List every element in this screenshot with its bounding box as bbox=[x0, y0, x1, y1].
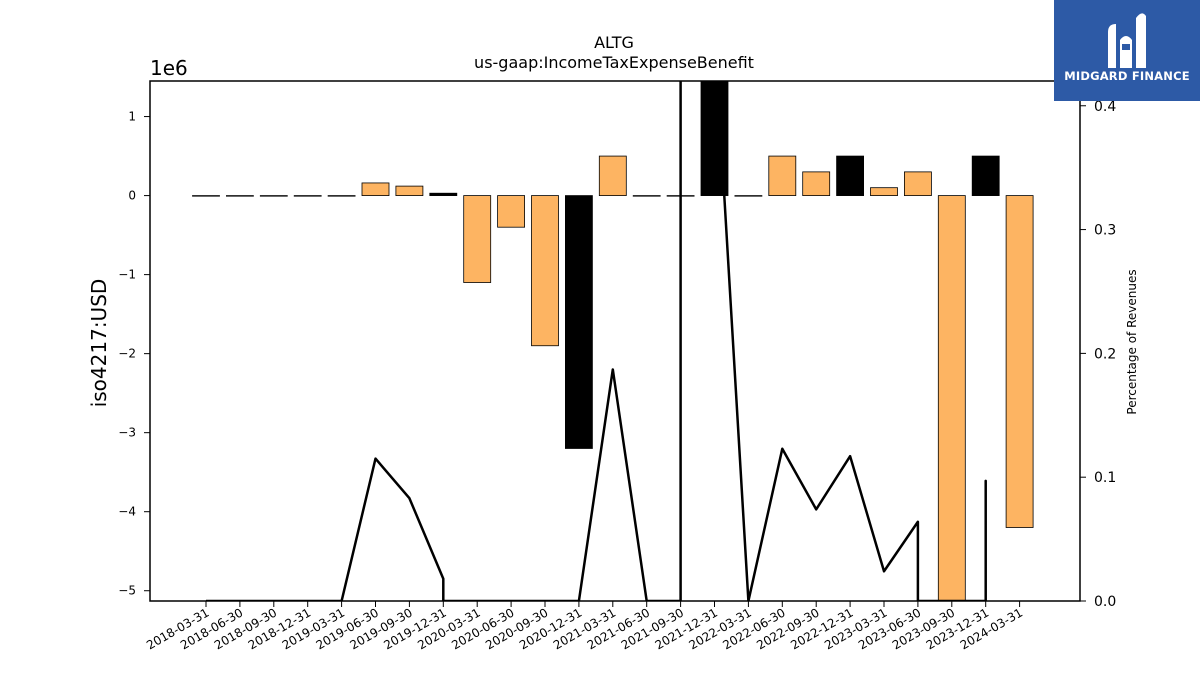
y-tick-label: 0 bbox=[128, 189, 136, 203]
y2-tick-label: 0.0 bbox=[1094, 594, 1116, 610]
bar bbox=[361, 182, 390, 196]
bar bbox=[598, 155, 627, 196]
bar bbox=[971, 155, 1000, 196]
bar bbox=[632, 195, 661, 197]
bar bbox=[870, 187, 898, 196]
brand-logo: MIDGARD FINANCE bbox=[1054, 0, 1200, 101]
bar bbox=[768, 155, 797, 196]
y-tick-label: −5 bbox=[118, 584, 136, 598]
y-tick-label: −4 bbox=[118, 505, 136, 519]
bar bbox=[293, 195, 322, 197]
bar bbox=[1005, 195, 1034, 528]
bar bbox=[192, 195, 220, 197]
bar bbox=[802, 171, 831, 196]
bar bbox=[463, 195, 492, 283]
bar bbox=[395, 185, 424, 196]
y2-tick-label: 0.1 bbox=[1094, 470, 1116, 486]
bar bbox=[429, 192, 458, 196]
bar bbox=[700, 81, 729, 196]
y-tick-label: −3 bbox=[118, 426, 136, 440]
bar bbox=[734, 195, 763, 197]
chart-subtitle: us-gaap:IncomeTaxExpenseBenefit bbox=[474, 53, 754, 72]
y2-tick-label: 0.3 bbox=[1094, 223, 1116, 239]
bar bbox=[836, 155, 864, 196]
bar bbox=[904, 171, 932, 196]
line-series bbox=[206, 81, 987, 601]
logo-text: MIDGARD FINANCE bbox=[1064, 69, 1190, 83]
chart-title: ALTG bbox=[594, 33, 634, 52]
y-offset-label: 1e6 bbox=[150, 56, 188, 80]
bar bbox=[225, 195, 254, 197]
plot-area bbox=[192, 81, 1034, 601]
y-tick-label: −2 bbox=[118, 347, 136, 361]
bar bbox=[259, 195, 288, 197]
bar bbox=[327, 195, 356, 197]
y-tick-label: 1 bbox=[128, 110, 136, 124]
bar bbox=[937, 195, 966, 601]
bar bbox=[531, 195, 559, 347]
y-tick-label: −1 bbox=[118, 268, 136, 282]
bar bbox=[565, 195, 593, 449]
y2-tick-label: 0.2 bbox=[1094, 346, 1116, 362]
logo-mark-icon bbox=[1108, 13, 1146, 68]
y-axis-label: iso4217:USD bbox=[87, 279, 111, 408]
y2-axis-label: Percentage of Revenues bbox=[1125, 269, 1139, 414]
plot-frame bbox=[149, 80, 1081, 602]
y2-tick-label: 0.4 bbox=[1094, 99, 1116, 115]
bar bbox=[497, 195, 526, 228]
